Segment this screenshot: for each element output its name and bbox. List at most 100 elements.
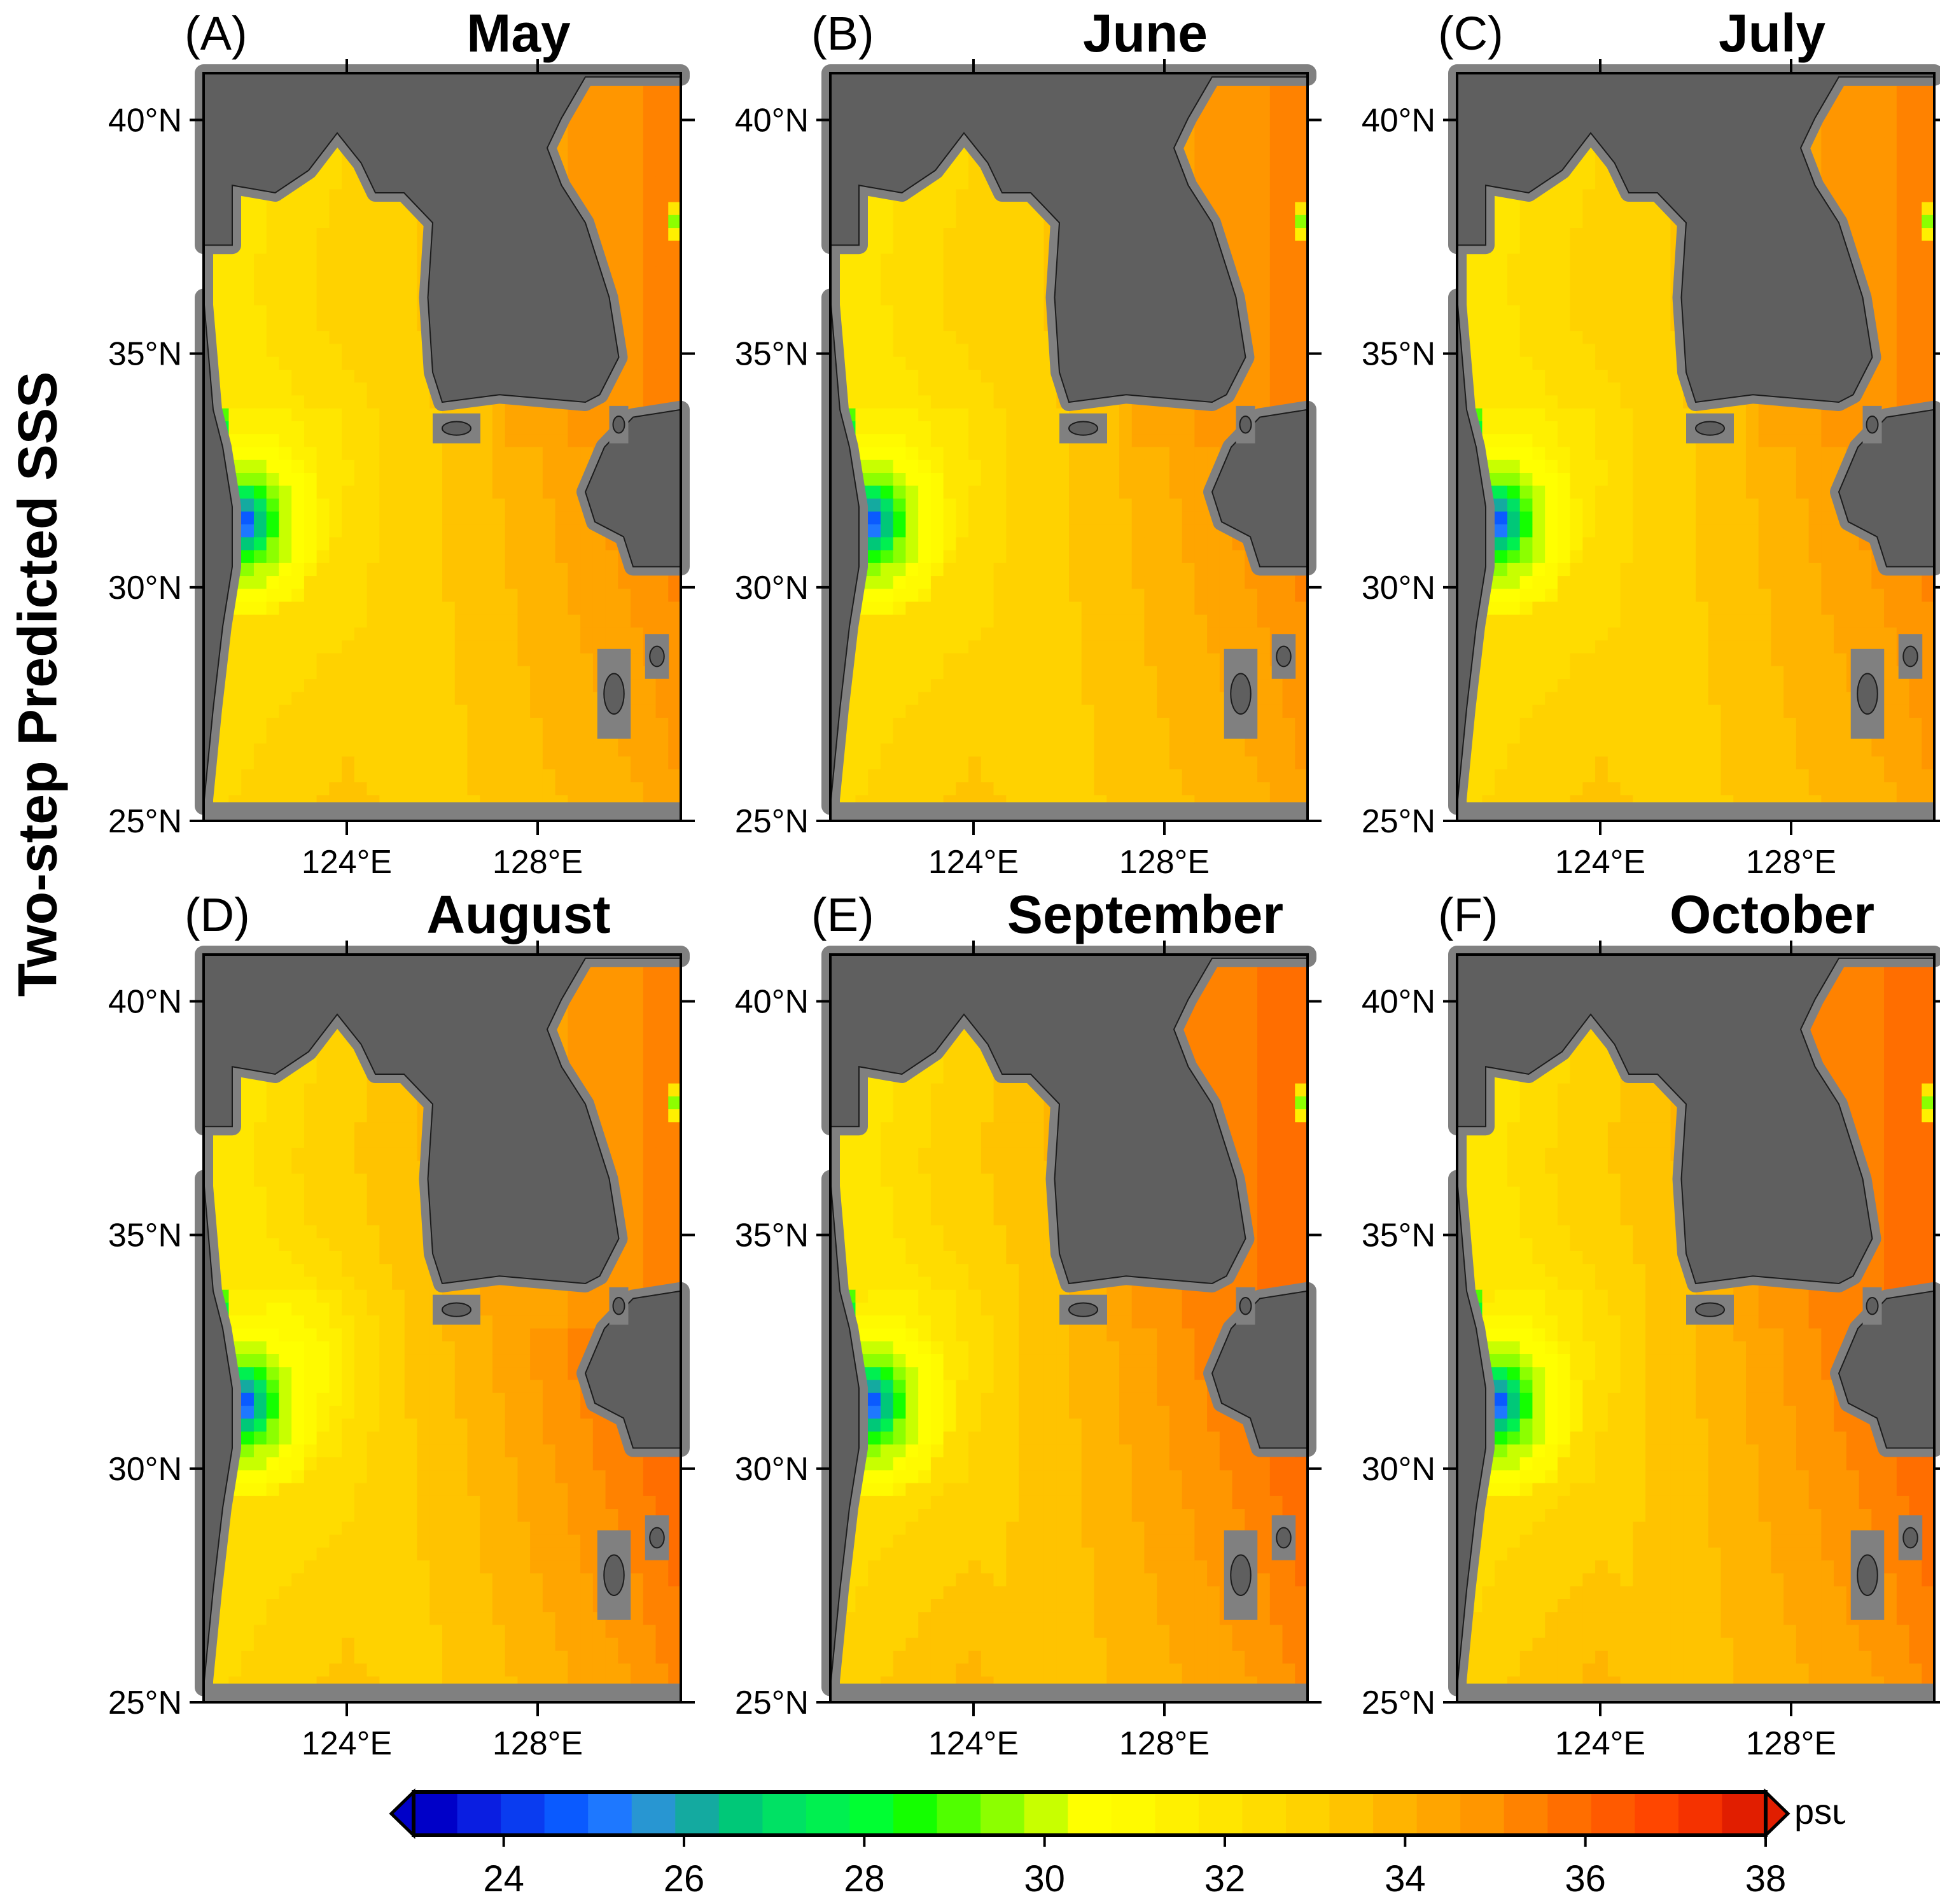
salinity-cell: [279, 769, 292, 783]
salinity-cell: [842, 292, 856, 306]
salinity-cell: [643, 692, 657, 706]
salinity-cell: [968, 266, 982, 280]
salinity-cell: [993, 473, 1007, 487]
salinity-cell: [1056, 601, 1070, 615]
salinity-cell: [342, 279, 355, 293]
salinity-cell: [943, 214, 957, 228]
salinity-cell: [956, 382, 969, 396]
salinity-cell: [329, 318, 342, 332]
salinity-cell: [618, 369, 631, 384]
salinity-cell: [880, 305, 894, 319]
salinity-cell: [1257, 305, 1271, 319]
salinity-cell: [392, 408, 405, 422]
salinity-cell: [980, 563, 994, 577]
salinity-cell: [631, 214, 644, 228]
salinity-cell: [1570, 176, 1584, 190]
salinity-cell: [1006, 356, 1019, 370]
salinity-cell: [956, 241, 969, 255]
salinity-cell: [1031, 344, 1045, 358]
salinity-cell: [1169, 782, 1183, 796]
salinity-cell: [316, 576, 330, 590]
salinity-cell: [1081, 473, 1095, 487]
salinity-cell: [956, 356, 969, 370]
salinity-cell: [279, 550, 292, 564]
salinity-cell: [530, 731, 543, 745]
salinity-cell: [454, 576, 468, 590]
salinity-cell: [618, 189, 631, 203]
salinity-cell: [1269, 356, 1283, 370]
salinity-cell: [868, 395, 881, 409]
salinity-cell: [1157, 459, 1170, 473]
salinity-cell: [993, 331, 1007, 345]
salinity-cell: [1269, 125, 1283, 139]
salinity-cell: [580, 99, 594, 113]
salinity-cell: [1031, 692, 1045, 706]
salinity-cell: [930, 189, 944, 203]
salinity-cell: [1282, 228, 1296, 242]
salinity-cell: [253, 498, 267, 512]
salinity-cell: [291, 640, 305, 654]
salinity-cell: [1871, 150, 1885, 164]
salinity-cell: [530, 769, 543, 783]
salinity-cell: [279, 266, 292, 280]
salinity-cell: [980, 653, 994, 667]
salinity-cell: [454, 679, 468, 693]
salinity-cell: [905, 679, 919, 693]
salinity-cell: [354, 486, 368, 500]
salinity-cell: [542, 717, 556, 731]
salinity-cell: [880, 473, 894, 487]
salinity-cell: [304, 524, 318, 538]
salinity-cell: [417, 704, 431, 718]
salinity-cell: [568, 447, 581, 461]
salinity-cell: [467, 601, 481, 615]
salinity-cell: [1019, 266, 1032, 280]
salinity-cell: [1094, 537, 1108, 551]
salinity-cell: [1019, 356, 1032, 370]
salinity-cell: [1019, 486, 1032, 500]
salinity-cell: [643, 292, 657, 306]
salinity-cell: [968, 576, 982, 590]
salinity-cell: [1219, 176, 1233, 190]
salinity-cell: [893, 408, 907, 422]
salinity-cell: [893, 214, 907, 228]
salinity-cell: [943, 266, 957, 280]
salinity-cell: [392, 382, 405, 396]
salinity-cell: [1582, 202, 1596, 216]
salinity-cell: [1106, 666, 1120, 680]
salinity-cell: [1282, 305, 1296, 319]
salinity-cell: [1157, 550, 1170, 564]
salinity-cell: [943, 318, 957, 332]
salinity-cell: [492, 524, 506, 538]
salinity-cell: [404, 511, 418, 525]
salinity-cell: [1106, 769, 1120, 783]
salinity-cell: [492, 666, 506, 680]
salinity-cell: [868, 473, 881, 487]
salinity-cell: [918, 498, 932, 512]
salinity-cell: [1019, 214, 1032, 228]
salinity-cell: [417, 524, 431, 538]
salinity-cell: [918, 550, 932, 564]
salinity-cell: [643, 189, 657, 203]
salinity-cell: [993, 576, 1007, 590]
salinity-cell: [605, 614, 619, 628]
salinity-cell: [1582, 150, 1596, 164]
salinity-cell: [618, 292, 631, 306]
salinity-cell: [417, 563, 431, 577]
salinity-cell: [1219, 563, 1233, 577]
salinity-cell: [392, 253, 405, 267]
salinity-cell: [228, 717, 242, 731]
salinity-cell: [354, 434, 368, 448]
salinity-cell: [329, 228, 342, 242]
salinity-cell: [880, 421, 894, 435]
salinity-cell: [467, 769, 481, 783]
salinity-cell: [555, 627, 569, 641]
salinity-cell: [1043, 769, 1057, 783]
salinity-cell: [379, 266, 393, 280]
salinity-cell: [429, 731, 443, 745]
salinity-cell: [1295, 266, 1308, 280]
salinity-cell: [316, 228, 330, 242]
salinity-cell: [492, 614, 506, 628]
salinity-cell: [993, 653, 1007, 667]
salinity-cell: [568, 163, 581, 177]
salinity-cell: [1182, 511, 1196, 525]
